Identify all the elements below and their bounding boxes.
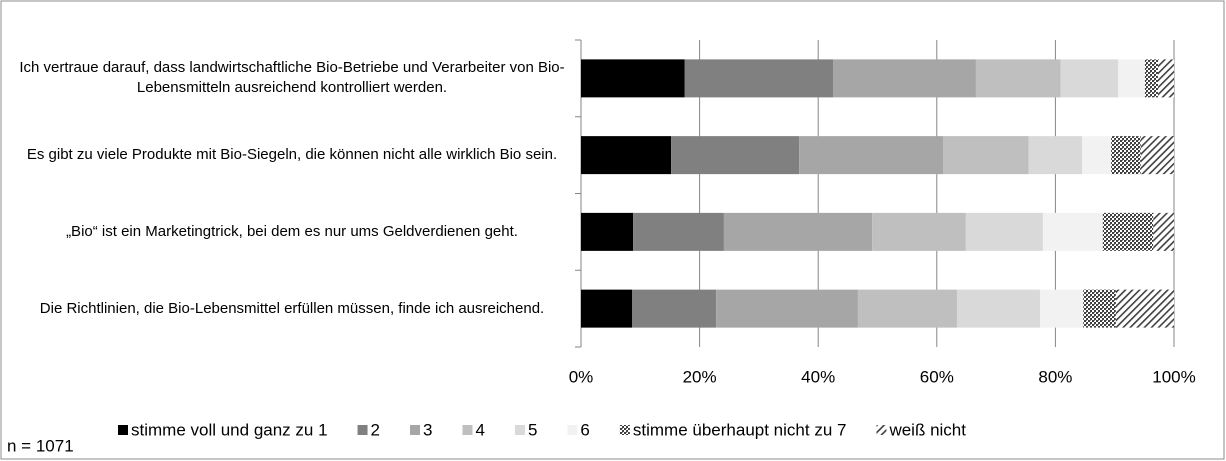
bar-segment: [1111, 136, 1141, 175]
bar-segment: [1102, 212, 1154, 251]
x-tick-label: 60%: [920, 367, 954, 386]
bar-segment: [943, 136, 1029, 175]
bar-segment: [1153, 212, 1174, 251]
bar-segment: [857, 289, 957, 328]
legend-label: 4: [475, 420, 484, 439]
category-label: Ich vertraue darauf, dass landwirtschaft…: [19, 59, 565, 97]
bar-segment: [671, 136, 800, 175]
legend-marker: [357, 425, 368, 435]
bar-segment: [1083, 289, 1116, 328]
bar-segment: [872, 212, 966, 251]
bar-segment: [1144, 59, 1158, 98]
bar-segment: [799, 136, 944, 175]
legend-marker: [462, 425, 473, 435]
legend-marker: [876, 425, 887, 435]
bar-segment: [723, 212, 873, 251]
legend-marker: [567, 425, 578, 435]
legend-label: weiß nicht: [888, 420, 966, 439]
legend-marker: [619, 425, 630, 435]
bar-segment: [1082, 136, 1112, 175]
annotation: n = 1071: [7, 436, 74, 455]
bar-segment: [1060, 59, 1119, 98]
bar-segment: [1115, 289, 1174, 328]
bar-segment: [684, 59, 834, 98]
bar-segment: [975, 59, 1061, 98]
legend-label: 5: [528, 420, 537, 439]
category-label: „Bio“ ist ein Marketingtrick, bei dem es…: [66, 222, 518, 240]
legend-label: 6: [580, 420, 589, 439]
legend-marker: [410, 425, 421, 435]
x-tick-label: 20%: [683, 367, 717, 386]
bar-segment: [833, 59, 976, 98]
bar-segment: [581, 212, 634, 251]
legend-label: stimme überhaupt nicht zu 7: [633, 420, 847, 439]
legend-label: 3: [423, 420, 432, 439]
bar-segment: [1118, 59, 1145, 98]
bar-segment: [1028, 136, 1083, 175]
legend-marker: [514, 425, 525, 435]
bar-segment: [581, 136, 672, 175]
legend-label: 2: [371, 420, 380, 439]
bar-segment: [1140, 136, 1174, 175]
bar-segment: [965, 212, 1043, 251]
bar-segment: [581, 59, 685, 98]
x-tick-label: 100%: [1152, 367, 1195, 386]
x-tick-label: 40%: [801, 367, 835, 386]
bar-segment: [716, 289, 858, 328]
category-label: Die Richtlinien, die Bio-Lebensmittel er…: [39, 299, 545, 317]
legend-marker: [118, 425, 128, 435]
bar-segment: [581, 289, 632, 328]
x-tick-label: 80%: [1038, 367, 1072, 386]
legend-label: stimme voll und ganz zu 1: [131, 420, 328, 439]
bar-segment: [631, 289, 717, 328]
bar-segment: [1157, 59, 1174, 98]
bar-segment: [956, 289, 1040, 328]
x-tick-label: 0%: [569, 367, 594, 386]
bar-segment: [633, 212, 724, 251]
bar-segment: [1039, 289, 1084, 328]
bar-segment: [1042, 212, 1103, 251]
category-label: Es gibt zu viele Produkte mit Bio-Siegel…: [26, 146, 558, 164]
